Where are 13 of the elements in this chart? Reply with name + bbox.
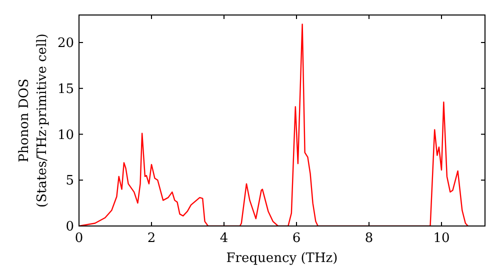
y-tick-label: 5: [66, 174, 74, 189]
y-axis-title: Phonon DOS (States/THz·primitive cell): [17, 33, 50, 208]
x-tick-label: 4: [220, 231, 228, 246]
y-tick-label: 0: [66, 220, 74, 234]
x-axis-title: Frequency (THz): [226, 251, 338, 266]
x-tick-label: 8: [364, 231, 374, 246]
y-tick-label: 10: [57, 128, 74, 143]
x-tick-label: 2: [147, 231, 156, 246]
x-tick-label: 6: [292, 231, 301, 246]
x-tick-label: 10: [433, 231, 450, 246]
y-tick-label: 20: [57, 36, 74, 52]
y-tick-label: 15: [57, 82, 74, 97]
line-series: [79, 24, 469, 226]
